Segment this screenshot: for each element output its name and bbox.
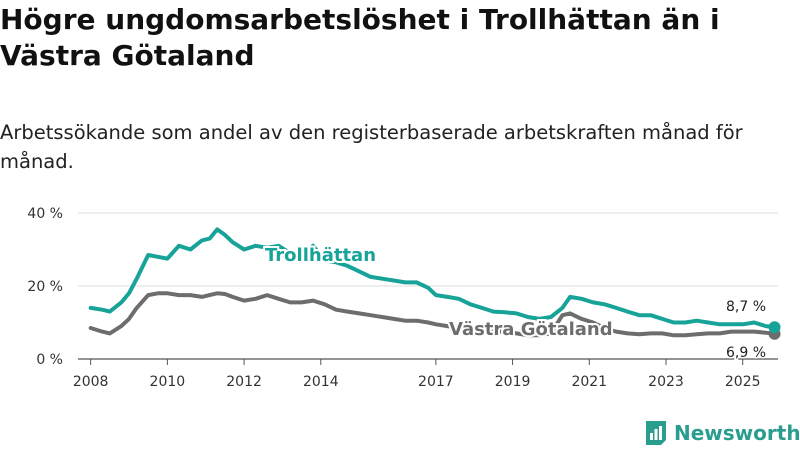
chart-subtitle: Arbetssökande som andel av den registerb… <box>0 121 743 173</box>
chart-title: Högre ungdomsarbetslöshet i Trollhättan … <box>0 3 720 72</box>
x-tick-label: 2017 <box>418 374 454 390</box>
series-line-trollhattan <box>88 227 777 330</box>
x-tick-label: 2021 <box>571 374 607 390</box>
end-point-trollhattan <box>768 321 781 334</box>
newsworthy-logo-icon <box>646 421 666 445</box>
newsworthy-logo: Newsworthy <box>644 420 800 446</box>
x-tick-label: 2019 <box>495 374 531 390</box>
series-label-vastra-gotaland: Västra Götaland <box>449 319 613 340</box>
x-tick-label: 2008 <box>73 374 109 390</box>
series-label-trollhattan: Trollhättan <box>265 245 376 266</box>
y-tick-label: 20 % <box>27 279 63 295</box>
x-tick-label: 2025 <box>725 374 761 390</box>
series-line-vastra-gotaland <box>88 291 777 338</box>
end-value-label-trollhattan: 8,7 % <box>726 299 766 315</box>
x-tick-label: 2014 <box>303 374 339 390</box>
x-tick-label: 2023 <box>648 374 684 390</box>
y-tick-label: 0 % <box>36 352 63 368</box>
x-tick-label: 2010 <box>150 374 186 390</box>
x-tick-label: 2012 <box>226 374 262 390</box>
end-value-label-vastra-gotaland: 6,9 % <box>726 345 766 361</box>
newsworthy-logo-text: Newsworthy <box>674 421 800 445</box>
y-tick-label: 40 % <box>27 206 63 222</box>
